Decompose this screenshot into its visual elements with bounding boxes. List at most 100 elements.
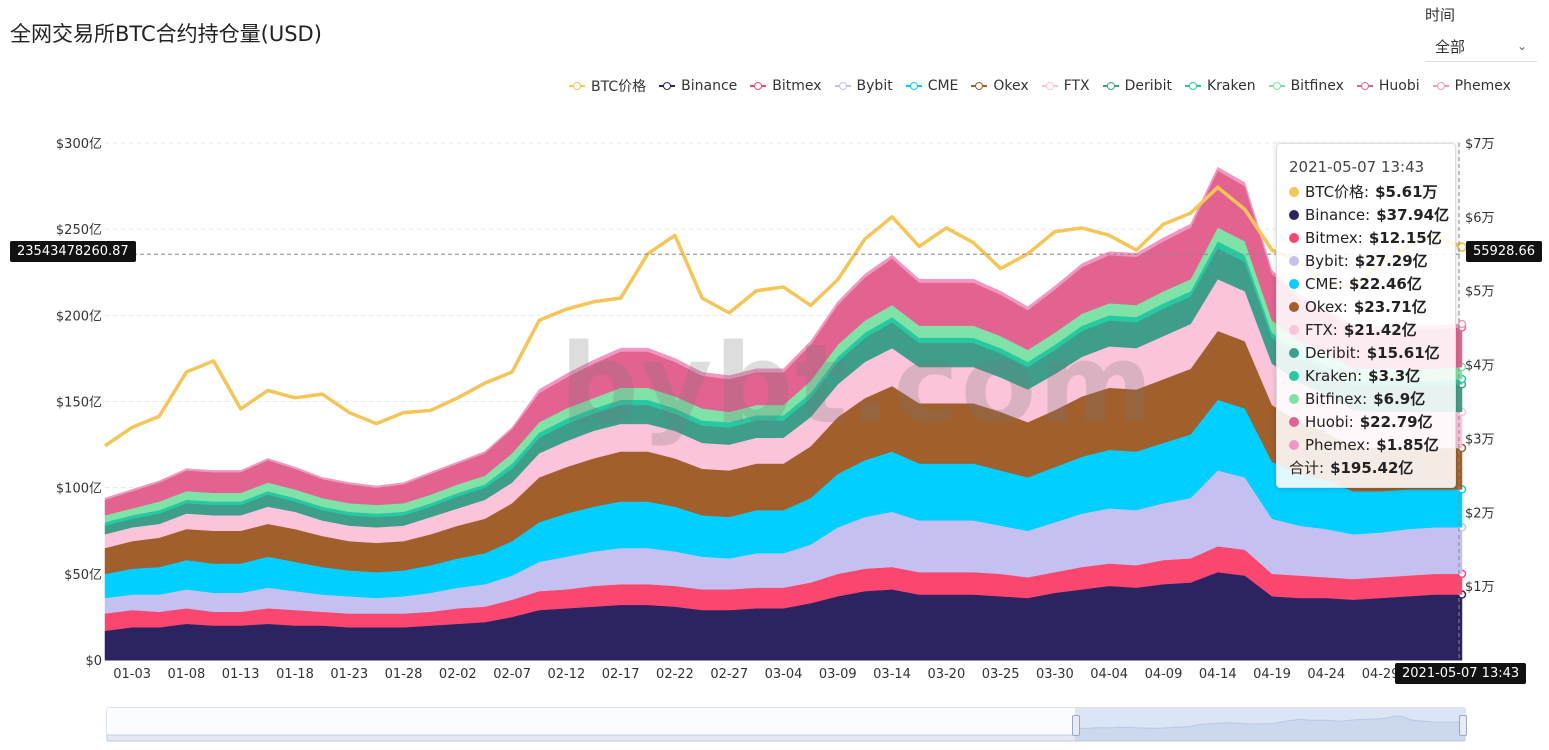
x-tick-label: 01-18 [276, 667, 314, 682]
legend-item[interactable]: BTC价格 [569, 76, 646, 96]
y-right-tick-label: $6万 [1465, 211, 1495, 226]
legend-item[interactable]: CME [905, 76, 959, 96]
x-tick-label: 01-13 [222, 667, 260, 682]
tooltip-dot-icon [1289, 232, 1299, 243]
tooltip-series-name: Okex: [1305, 297, 1348, 316]
tooltip-series-name: Bitmex: [1305, 228, 1363, 247]
tooltip-total: 合计: $195.42亿 [1289, 456, 1443, 479]
legend-marker-icon [905, 81, 922, 91]
tooltip-row: Okex: $23.71亿 [1289, 295, 1443, 318]
data-zoom-slider[interactable] [106, 707, 1467, 742]
tooltip-series-name: Binance: [1305, 205, 1371, 224]
tooltip-datetime: 2021-05-07 13:43 [1289, 158, 1425, 176]
legend-marker-icon [1102, 81, 1119, 91]
x-tick-label: 01-08 [168, 667, 206, 682]
x-tick-label: 04-24 [1307, 667, 1345, 682]
legend-item[interactable]: Kraken [1184, 76, 1256, 96]
tooltip-dot-icon [1289, 416, 1299, 427]
legend-marker-icon [1184, 81, 1201, 91]
legend-marker-icon [750, 81, 767, 91]
x-tick-label: 02-07 [493, 667, 531, 682]
legend-label: CME [927, 78, 959, 94]
watermark: bybt.com [560, 320, 1155, 448]
y-left-tick-label: $300亿 [56, 137, 102, 152]
y-left-tick-label: $50亿 [64, 568, 102, 583]
y-right-tick-label: $5万 [1465, 285, 1495, 300]
axis-pointer-left-label: 23543478260.87 [10, 241, 136, 262]
legend-item[interactable]: Bybit [834, 76, 893, 96]
legend-item[interactable]: Binance [659, 76, 737, 96]
time-range-select[interactable]: 全部 ⌄ [1425, 31, 1537, 62]
chart-legend: BTC价格 Binance Bitmex Bybit CME Okex FTX Deribit… [569, 76, 1511, 96]
tooltip-series-name: Deribit: [1305, 343, 1361, 362]
tooltip-row: Kraken: $3.3亿 [1289, 364, 1443, 387]
tooltip-dot-icon [1289, 370, 1299, 381]
tooltip-series-value: $5.61万 [1375, 183, 1438, 201]
legend-marker-icon [1268, 81, 1285, 91]
tooltip-dot-icon [1289, 324, 1299, 335]
chevron-down-icon: ⌄ [1516, 39, 1527, 53]
tooltip-dot-icon [1289, 255, 1299, 266]
tooltip-total-value: $195.42亿 [1330, 459, 1414, 477]
point-phemex [1457, 319, 1467, 329]
zoom-handle-left[interactable] [1072, 715, 1080, 736]
tooltip-series-value: $15.61亿 [1366, 344, 1440, 362]
legend-item[interactable]: FTX [1041, 76, 1090, 96]
tooltip-row: Huobi: $22.79亿 [1289, 410, 1443, 433]
tooltip-total-label: 合计: [1289, 459, 1325, 477]
tooltip-series-value: $3.3亿 [1368, 367, 1421, 385]
tooltip-dot-icon [1289, 347, 1299, 358]
time-filter-label: 时间 [1425, 6, 1456, 24]
btc-price-line [104, 185, 1463, 448]
tooltip-dot-icon [1289, 439, 1299, 450]
axis-pointer-date-label: 2021-05-07 13:43 [1395, 663, 1527, 684]
x-tick-label: 03-20 [927, 667, 965, 682]
x-tick-label: 02-02 [439, 667, 477, 682]
tooltip-row: Deribit: $15.61亿 [1289, 341, 1443, 364]
zoom-handle-right[interactable] [1459, 715, 1467, 736]
y-right-tick-label: $3万 [1465, 432, 1495, 447]
tooltip-dot-icon [1289, 301, 1299, 312]
x-tick-label: 01-23 [330, 667, 368, 682]
tooltip-series-name: Phemex: [1305, 435, 1371, 454]
legend-item[interactable]: Okex [971, 76, 1029, 96]
legend-label: Okex [993, 78, 1029, 94]
time-range-value: 全部 [1435, 37, 1466, 56]
tooltip-series-name: FTX: [1305, 320, 1338, 339]
legend-item[interactable]: Bitmex [750, 76, 822, 96]
legend-label: Bybit [856, 78, 893, 94]
zoom-selected-window[interactable] [1075, 708, 1465, 741]
legend-label: Binance [681, 78, 738, 94]
page-title: 全网交易所BTC合约持仓量(USD) [10, 22, 322, 46]
tooltip-row: Bitmex: $12.15亿 [1289, 226, 1443, 249]
legend-marker-icon [834, 81, 851, 91]
legend-marker-icon [1041, 81, 1058, 91]
legend-item[interactable]: Huobi [1356, 76, 1420, 96]
y-right-tick-label: $1万 [1465, 580, 1495, 595]
x-tick-label: 04-14 [1199, 667, 1237, 682]
tooltip-series-name: Bybit: [1305, 251, 1349, 270]
legend-item[interactable]: Phemex [1432, 76, 1511, 96]
tooltip-series-name: BTC价格: [1305, 183, 1370, 201]
x-tick-label: 04-29 [1362, 667, 1400, 682]
tooltip-dot-icon [1289, 186, 1299, 197]
legend-label: Huobi [1378, 78, 1420, 94]
tooltip-series-value: $22.79亿 [1359, 413, 1433, 431]
legend-label: Deribit [1124, 78, 1172, 94]
y-left-tick-label: $100亿 [56, 482, 102, 497]
legend-item[interactable]: Deribit [1102, 76, 1172, 96]
x-tick-label: 02-27 [710, 667, 748, 682]
zoom-overview-line [107, 715, 1465, 741]
legend-label: Kraken [1206, 78, 1256, 94]
x-tick-label: 02-17 [602, 667, 640, 682]
y-left-tick-label: $250亿 [56, 223, 102, 238]
tooltip-row: Bitfinex: $6.9亿 [1289, 387, 1443, 410]
tooltip-series-name: CME: [1305, 274, 1343, 293]
tooltip-series-name: Huobi: [1305, 412, 1354, 431]
legend-marker-icon [569, 81, 585, 91]
x-tick-label: 03-04 [765, 667, 803, 682]
x-tick-label: 04-09 [1145, 667, 1183, 682]
legend-item[interactable]: Bitfinex [1268, 76, 1344, 96]
x-tick-label: 04-19 [1253, 667, 1291, 682]
tooltip-series-value: $22.46亿 [1348, 275, 1422, 293]
